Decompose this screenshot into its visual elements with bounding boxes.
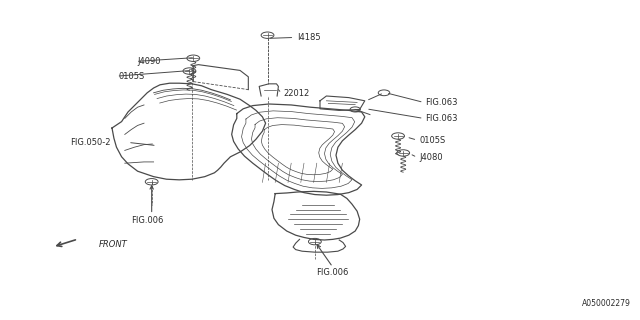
Text: FIG.006: FIG.006	[131, 216, 163, 225]
Text: FIG.063: FIG.063	[426, 98, 458, 107]
Text: FRONT: FRONT	[99, 240, 128, 249]
Text: I4185: I4185	[298, 33, 321, 42]
Polygon shape	[272, 191, 360, 240]
Text: J4090: J4090	[138, 57, 161, 66]
Polygon shape	[232, 104, 365, 195]
Text: 0105S: 0105S	[419, 136, 445, 145]
Polygon shape	[259, 84, 278, 96]
Text: FIG.063: FIG.063	[426, 114, 458, 123]
Text: 0105S: 0105S	[118, 72, 145, 81]
Polygon shape	[293, 239, 346, 252]
Text: FIG.006: FIG.006	[317, 268, 349, 277]
Text: FIG.050-2: FIG.050-2	[70, 138, 111, 147]
Polygon shape	[320, 96, 365, 110]
Polygon shape	[112, 83, 266, 180]
Text: 22012: 22012	[284, 89, 310, 98]
Text: J4080: J4080	[419, 153, 443, 162]
Text: A050002279: A050002279	[582, 299, 630, 308]
